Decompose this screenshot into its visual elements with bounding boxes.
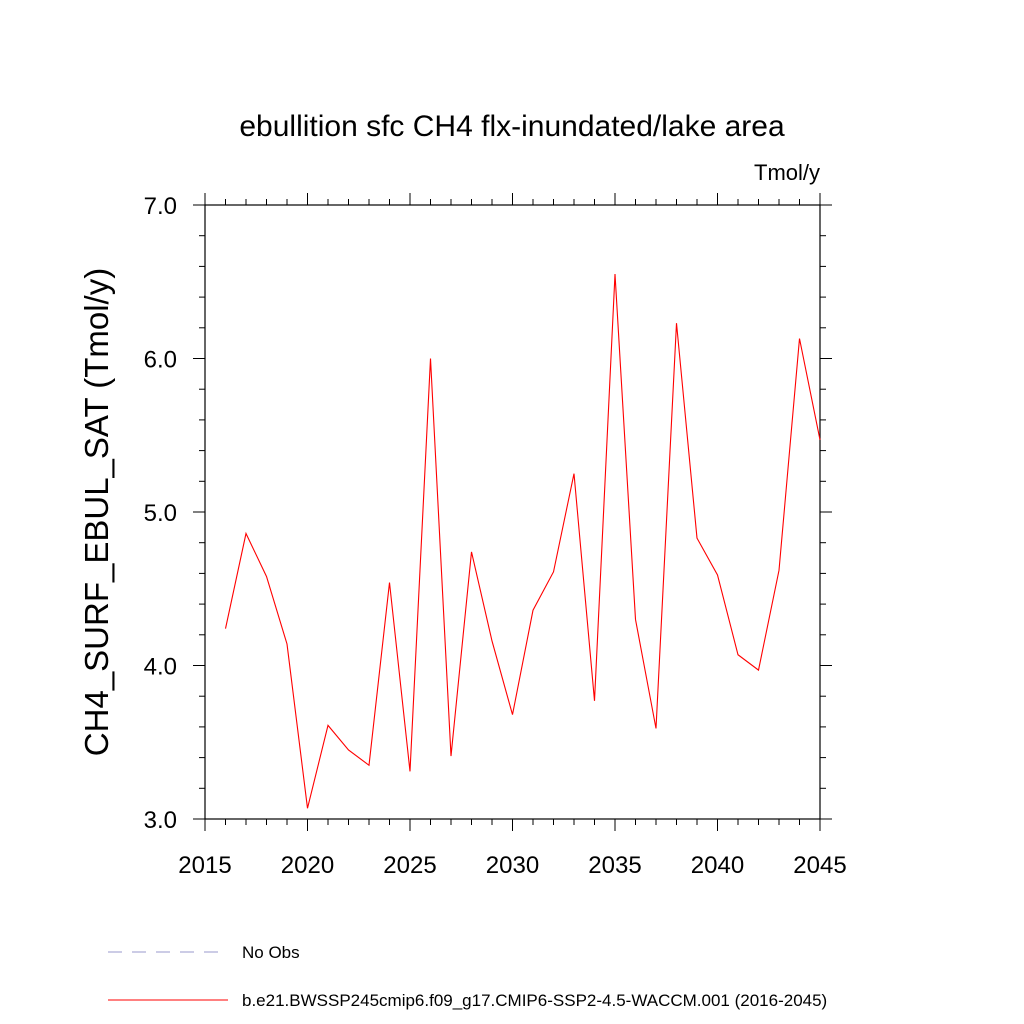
y-tick-label: 4.0 [144,654,177,681]
x-tick-label: 2015 [178,852,231,879]
y-tick-label: 5.0 [144,500,177,527]
x-tick-label: 2045 [793,852,846,879]
legend-label-0: No Obs [242,943,300,962]
y-tick-label: 3.0 [144,807,177,834]
x-tick-label: 2025 [383,852,436,879]
x-tick-label: 2020 [281,852,334,879]
series-line-0 [224,274,821,809]
legend-label-1: b.e21.BWSSP245cmip6.f09_g17.CMIP6-SSP2-4… [242,991,827,1010]
x-tick-label: 2035 [588,852,641,879]
y-tick-label: 7.0 [144,193,177,220]
x-tick-label: 2030 [486,852,539,879]
x-tick-label: 2040 [691,852,744,879]
y-tick-label: 6.0 [144,347,177,374]
y-axis-label: CH4_SURF_EBUL_SAT (Tmol/y) [78,268,115,756]
chart-title: ebullition sfc CH4 flx-inundated/lake ar… [239,110,785,143]
units-label: Tmol/y [754,160,820,185]
